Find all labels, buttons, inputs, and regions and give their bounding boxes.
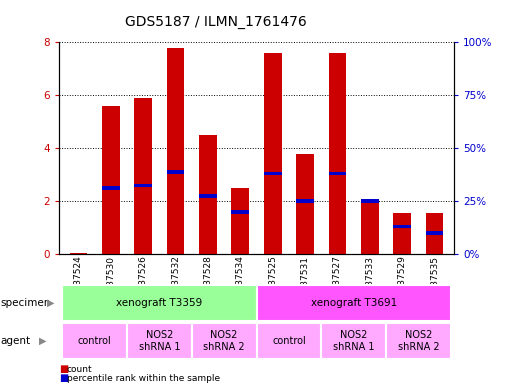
Text: NOS2
shRNA 2: NOS2 shRNA 2 bbox=[203, 330, 245, 352]
Text: ■: ■ bbox=[59, 373, 68, 383]
Bar bbox=[296, 200, 314, 203]
Bar bbox=[426, 213, 443, 254]
Bar bbox=[386, 323, 451, 359]
Bar bbox=[199, 194, 217, 198]
Bar bbox=[62, 323, 127, 359]
Bar bbox=[231, 188, 249, 254]
Bar bbox=[321, 323, 386, 359]
Bar bbox=[264, 172, 282, 175]
Bar bbox=[426, 231, 443, 235]
Bar bbox=[70, 253, 87, 254]
Text: xenograft T3359: xenograft T3359 bbox=[116, 298, 203, 308]
Text: ■: ■ bbox=[59, 364, 68, 374]
Text: control: control bbox=[272, 336, 306, 346]
Bar bbox=[199, 135, 217, 254]
Bar bbox=[256, 323, 321, 359]
Bar bbox=[127, 323, 192, 359]
Bar bbox=[102, 186, 120, 190]
Text: ▶: ▶ bbox=[47, 298, 55, 308]
Bar bbox=[102, 106, 120, 254]
Text: xenograft T3691: xenograft T3691 bbox=[310, 298, 397, 308]
Text: count: count bbox=[67, 365, 92, 374]
Bar bbox=[192, 323, 256, 359]
Bar bbox=[167, 170, 185, 174]
Text: agent: agent bbox=[1, 336, 31, 346]
Text: specimen: specimen bbox=[1, 298, 51, 308]
Text: percentile rank within the sample: percentile rank within the sample bbox=[67, 374, 220, 383]
Bar bbox=[393, 213, 411, 254]
Bar bbox=[328, 53, 346, 254]
Text: ▶: ▶ bbox=[39, 336, 47, 346]
Bar bbox=[167, 48, 185, 254]
Text: NOS2
shRNA 1: NOS2 shRNA 1 bbox=[139, 330, 180, 352]
Bar bbox=[62, 285, 256, 321]
Text: NOS2
shRNA 2: NOS2 shRNA 2 bbox=[398, 330, 439, 352]
Text: control: control bbox=[78, 336, 111, 346]
Bar bbox=[134, 184, 152, 187]
Bar bbox=[393, 225, 411, 228]
Bar bbox=[256, 285, 451, 321]
Text: NOS2
shRNA 1: NOS2 shRNA 1 bbox=[333, 330, 374, 352]
Bar bbox=[231, 210, 249, 214]
Bar bbox=[264, 53, 282, 254]
Bar bbox=[361, 199, 379, 254]
Bar bbox=[328, 172, 346, 175]
Bar bbox=[361, 200, 379, 203]
Bar bbox=[134, 98, 152, 254]
Bar bbox=[296, 154, 314, 254]
Text: GDS5187 / ILMN_1761476: GDS5187 / ILMN_1761476 bbox=[125, 15, 306, 29]
